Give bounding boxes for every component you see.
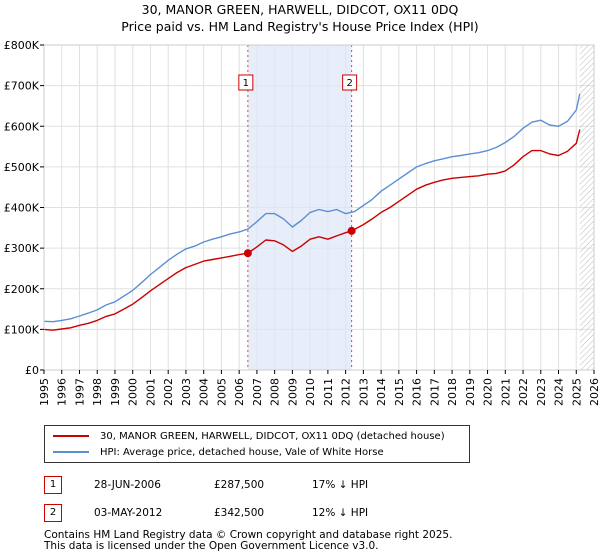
- x-tick-label: 2003: [180, 378, 193, 406]
- x-tick-label: 2010: [304, 378, 317, 406]
- footer: Contains HM Land Registry data © Crown c…: [44, 530, 452, 552]
- x-tick-label: 2004: [198, 378, 211, 406]
- x-tick-label: 2013: [357, 378, 370, 406]
- x-tick-label: 2011: [322, 378, 335, 406]
- x-tick-label: 2022: [517, 378, 530, 406]
- sale-date: 28-JUN-2006: [94, 479, 161, 491]
- y-tick-label: £100K: [4, 323, 40, 336]
- footer-copyright: Contains HM Land Registry data © Crown c…: [44, 529, 453, 541]
- sale-number-badge: 2: [44, 504, 62, 522]
- x-tick-label: 1999: [109, 378, 122, 406]
- x-tick-label: 1998: [91, 378, 104, 406]
- legend-item-hpi: HPI: Average price, detached house, Vale…: [53, 444, 384, 460]
- sale-date: 03-MAY-2012: [94, 507, 163, 519]
- x-tick-label: 2002: [162, 378, 175, 406]
- x-tick-label: 2021: [499, 378, 512, 406]
- property-series-line: [44, 129, 581, 331]
- y-tick-label: £400K: [4, 202, 40, 215]
- x-tick-label: 2015: [393, 378, 406, 406]
- x-tick-label: 2024: [553, 378, 566, 406]
- sale-hpi-diff: 17% ↓ HPI: [312, 479, 369, 491]
- sale-point: [347, 226, 356, 235]
- y-tick-label: £500K: [4, 161, 40, 174]
- y-tick-label: £700K: [4, 80, 40, 93]
- x-tick-label: 2020: [482, 378, 495, 406]
- x-tick-label: 2019: [464, 378, 477, 406]
- sale-hpi-diff: 12% ↓ HPI: [312, 507, 369, 519]
- y-tick-label: £200K: [4, 283, 40, 296]
- sale-price: £342,500: [214, 507, 265, 519]
- chart-title: 30, MANOR GREEN, HARWELL, DIDCOT, OX11 0…: [141, 2, 459, 17]
- x-tick-label: 1995: [38, 378, 51, 406]
- x-tick-label: 2009: [286, 378, 299, 406]
- chart-subtitle: Price paid vs. HM Land Registry's House …: [121, 19, 479, 34]
- x-tick-label: 2026: [588, 378, 600, 406]
- hpi-series-line: [44, 93, 581, 323]
- x-axis: 1995 1996 1997 1998 1999 2000 2001 2002 2003 2004…: [38, 370, 600, 406]
- x-tick-label: 2014: [375, 378, 388, 406]
- forecast-hatch: [579, 45, 594, 370]
- x-tick-label: 2025: [570, 378, 583, 406]
- sale-price: £287,500: [214, 479, 265, 491]
- y-tick-label: £0: [25, 364, 39, 377]
- y-tick-label: £300K: [4, 242, 40, 255]
- series-lines: [44, 93, 581, 331]
- sale-row: 2 03-MAY-2012 £342,500 12% ↓ HPI: [44, 504, 424, 524]
- x-tick-label: 2016: [411, 378, 424, 406]
- legend: 30, MANOR GREEN, HARWELL, DIDCOT, OX11 0…: [44, 425, 470, 463]
- sale-label-box: [238, 74, 254, 91]
- x-tick-label: 2000: [127, 378, 140, 406]
- sale-label-box: [342, 74, 358, 91]
- x-tick-label: 2018: [446, 378, 459, 406]
- x-tick-label: 2005: [215, 378, 228, 406]
- legend-item-property: 30, MANOR GREEN, HARWELL, DIDCOT, OX11 0…: [53, 428, 445, 444]
- legend-swatch-property: [53, 435, 89, 437]
- x-tick-label: 1997: [73, 378, 86, 406]
- sale-vlines: [247, 45, 353, 370]
- y-axis: £0 £100K £200K £300K £400K £500K £600K £700K £80…: [4, 39, 44, 377]
- legend-swatch-hpi: [53, 451, 89, 453]
- x-tick-label: 2006: [233, 378, 246, 406]
- legend-label-property: 30, MANOR GREEN, HARWELL, DIDCOT, OX11 0…: [100, 430, 445, 442]
- sale-point: [243, 249, 252, 258]
- x-tick-label: 2008: [269, 378, 282, 406]
- sale-label: 1: [243, 78, 249, 89]
- legend-label-hpi: HPI: Average price, detached house, Vale…: [100, 446, 384, 458]
- y-tick-label: £800K: [4, 39, 40, 52]
- x-tick-label: 2023: [535, 378, 548, 406]
- x-tick-label: 1996: [56, 378, 69, 406]
- x-tick-label: 2001: [144, 378, 157, 406]
- x-tick-label: 2007: [251, 378, 264, 406]
- sale-number-badge: 1: [44, 476, 62, 494]
- footer-licence: This data is licensed under the Open Gov…: [44, 540, 379, 552]
- shaded-ownership-span: [247, 45, 352, 370]
- y-tick-label: £600K: [4, 120, 40, 133]
- x-tick-label: 2012: [340, 378, 353, 406]
- x-tick-label: 2017: [428, 378, 441, 406]
- sale-label: 2: [346, 78, 352, 89]
- sale-row: 1 28-JUN-2006 £287,500 17% ↓ HPI: [44, 476, 424, 496]
